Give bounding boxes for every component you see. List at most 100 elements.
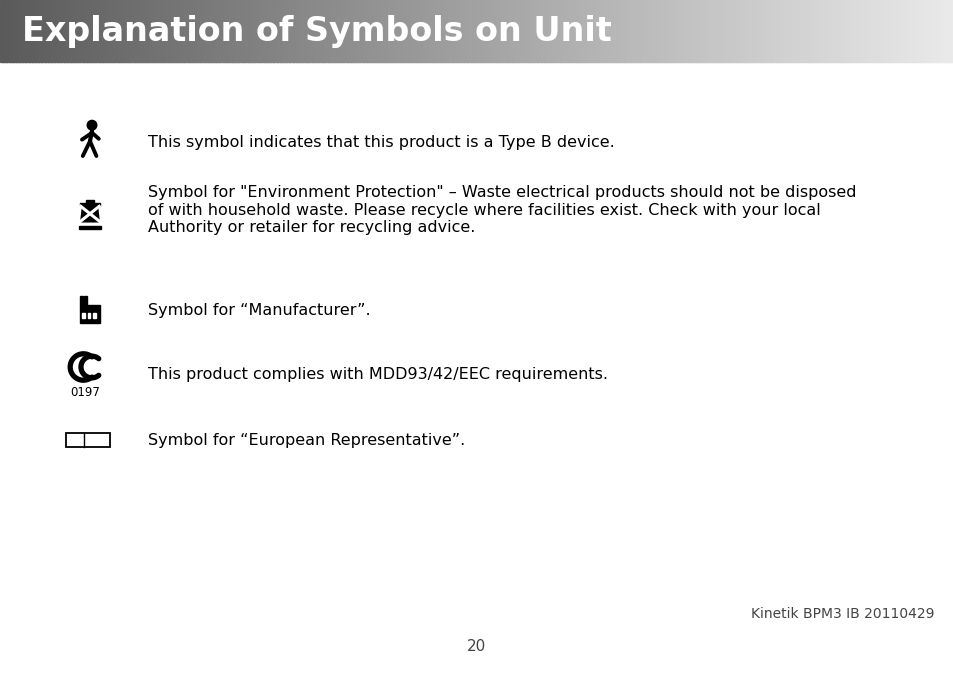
Bar bbox=[515, 0, 518, 62]
Text: This product complies with MDD93/42/EEC requirements.: This product complies with MDD93/42/EEC … bbox=[148, 368, 607, 383]
Circle shape bbox=[87, 120, 96, 130]
Text: of with household waste. Please recycle where facilities exist. Check with your : of with household waste. Please recycle … bbox=[148, 203, 820, 218]
Bar bbox=[721, 0, 725, 62]
Bar bbox=[312, 0, 315, 62]
Bar bbox=[26, 0, 30, 62]
Bar bbox=[905, 0, 909, 62]
Bar bbox=[569, 0, 573, 62]
Bar bbox=[279, 0, 284, 62]
Bar bbox=[626, 0, 630, 62]
Bar bbox=[858, 0, 862, 62]
Bar bbox=[372, 0, 375, 62]
Bar bbox=[64, 0, 68, 62]
Bar bbox=[641, 0, 646, 62]
Bar bbox=[216, 0, 220, 62]
Bar bbox=[54, 0, 58, 62]
Bar bbox=[622, 0, 627, 62]
Bar bbox=[45, 0, 49, 62]
Bar bbox=[210, 0, 213, 62]
Bar bbox=[924, 0, 928, 62]
Bar bbox=[829, 0, 833, 62]
Bar bbox=[839, 0, 842, 62]
Bar bbox=[350, 0, 354, 62]
Bar bbox=[575, 0, 579, 62]
Bar bbox=[222, 0, 227, 62]
Bar bbox=[114, 0, 118, 62]
Bar bbox=[699, 0, 703, 62]
Bar bbox=[229, 0, 233, 62]
Bar bbox=[486, 0, 490, 62]
Bar bbox=[260, 0, 265, 62]
Bar bbox=[41, 0, 46, 62]
Bar bbox=[251, 0, 255, 62]
Bar bbox=[810, 0, 814, 62]
Bar bbox=[874, 0, 878, 62]
Bar bbox=[848, 0, 852, 62]
Polygon shape bbox=[80, 296, 83, 306]
Bar bbox=[131, 0, 134, 62]
Bar bbox=[336, 0, 341, 62]
Bar bbox=[257, 0, 261, 62]
Bar bbox=[598, 0, 601, 62]
Bar bbox=[877, 0, 881, 62]
Bar bbox=[400, 0, 404, 62]
Bar bbox=[553, 0, 557, 62]
Text: This symbol indicates that this product is a Type B device.: This symbol indicates that this product … bbox=[148, 135, 614, 149]
Bar bbox=[340, 0, 344, 62]
Bar bbox=[416, 0, 420, 62]
Bar bbox=[779, 0, 782, 62]
Bar bbox=[200, 0, 204, 62]
Bar bbox=[410, 0, 414, 62]
Bar bbox=[476, 0, 480, 62]
Bar bbox=[893, 0, 897, 62]
Bar bbox=[22, 0, 27, 62]
Bar bbox=[715, 0, 719, 62]
Bar bbox=[660, 0, 665, 62]
Bar bbox=[718, 0, 722, 62]
Bar bbox=[150, 0, 153, 62]
Bar bbox=[658, 0, 661, 62]
Bar bbox=[937, 0, 942, 62]
Bar bbox=[362, 0, 366, 62]
Bar bbox=[460, 0, 465, 62]
Bar bbox=[521, 0, 525, 62]
Bar bbox=[70, 0, 74, 62]
Bar bbox=[31, 0, 36, 62]
Bar bbox=[324, 0, 328, 62]
Bar bbox=[448, 0, 452, 62]
Bar bbox=[855, 0, 859, 62]
Bar bbox=[464, 0, 468, 62]
Bar bbox=[489, 0, 494, 62]
Bar bbox=[788, 0, 792, 62]
Bar bbox=[502, 0, 506, 62]
Bar bbox=[191, 0, 194, 62]
Text: Symbol for "Environment Protection" – Waste electrical products should not be di: Symbol for "Environment Protection" – Wa… bbox=[148, 185, 856, 199]
Bar bbox=[305, 0, 309, 62]
Text: 0197: 0197 bbox=[71, 386, 100, 399]
Bar bbox=[886, 0, 890, 62]
Bar bbox=[391, 0, 395, 62]
Bar bbox=[902, 0, 906, 62]
Bar bbox=[740, 0, 744, 62]
Bar bbox=[807, 0, 811, 62]
Bar bbox=[19, 0, 23, 62]
Bar bbox=[613, 0, 618, 62]
Bar bbox=[238, 0, 242, 62]
Bar bbox=[181, 0, 185, 62]
Bar bbox=[896, 0, 900, 62]
Bar bbox=[283, 0, 287, 62]
Bar bbox=[60, 0, 65, 62]
Bar bbox=[743, 0, 747, 62]
Bar bbox=[943, 0, 947, 62]
Bar bbox=[498, 0, 503, 62]
Bar bbox=[670, 0, 675, 62]
Bar bbox=[927, 0, 932, 62]
Bar bbox=[753, 0, 757, 62]
Text: Symbol for “Manufacturer”.: Symbol for “Manufacturer”. bbox=[148, 302, 370, 318]
Text: Kinetik BPM3 IB 20110429: Kinetik BPM3 IB 20110429 bbox=[751, 607, 934, 621]
Bar bbox=[321, 0, 325, 62]
Bar bbox=[226, 0, 230, 62]
Bar bbox=[581, 0, 585, 62]
Bar bbox=[617, 0, 620, 62]
Bar bbox=[737, 0, 741, 62]
